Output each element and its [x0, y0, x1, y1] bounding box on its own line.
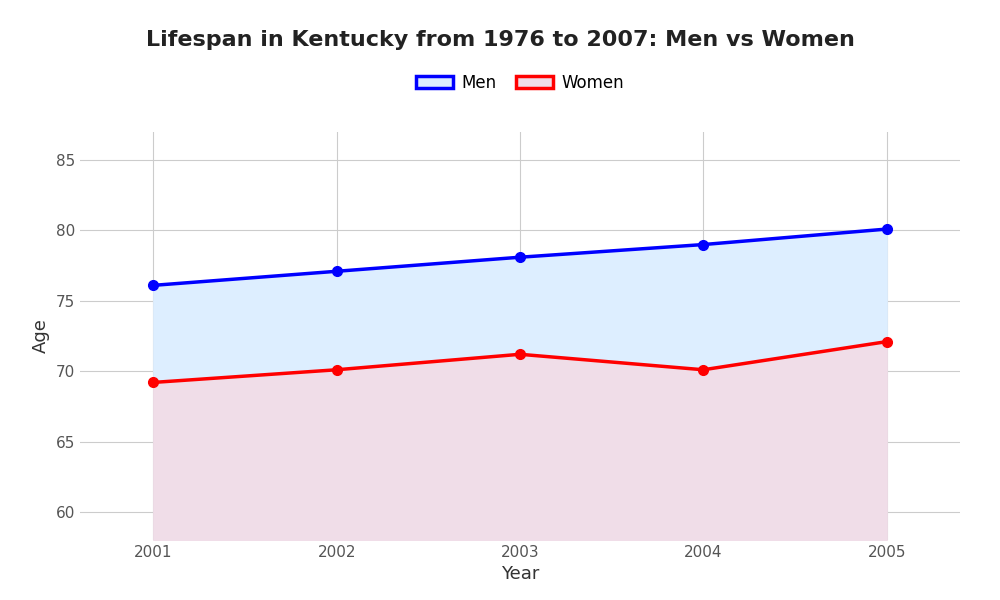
- X-axis label: Year: Year: [501, 565, 539, 583]
- Text: Lifespan in Kentucky from 1976 to 2007: Men vs Women: Lifespan in Kentucky from 1976 to 2007: …: [146, 30, 854, 50]
- Y-axis label: Age: Age: [32, 319, 50, 353]
- Legend: Men, Women: Men, Women: [409, 67, 631, 98]
